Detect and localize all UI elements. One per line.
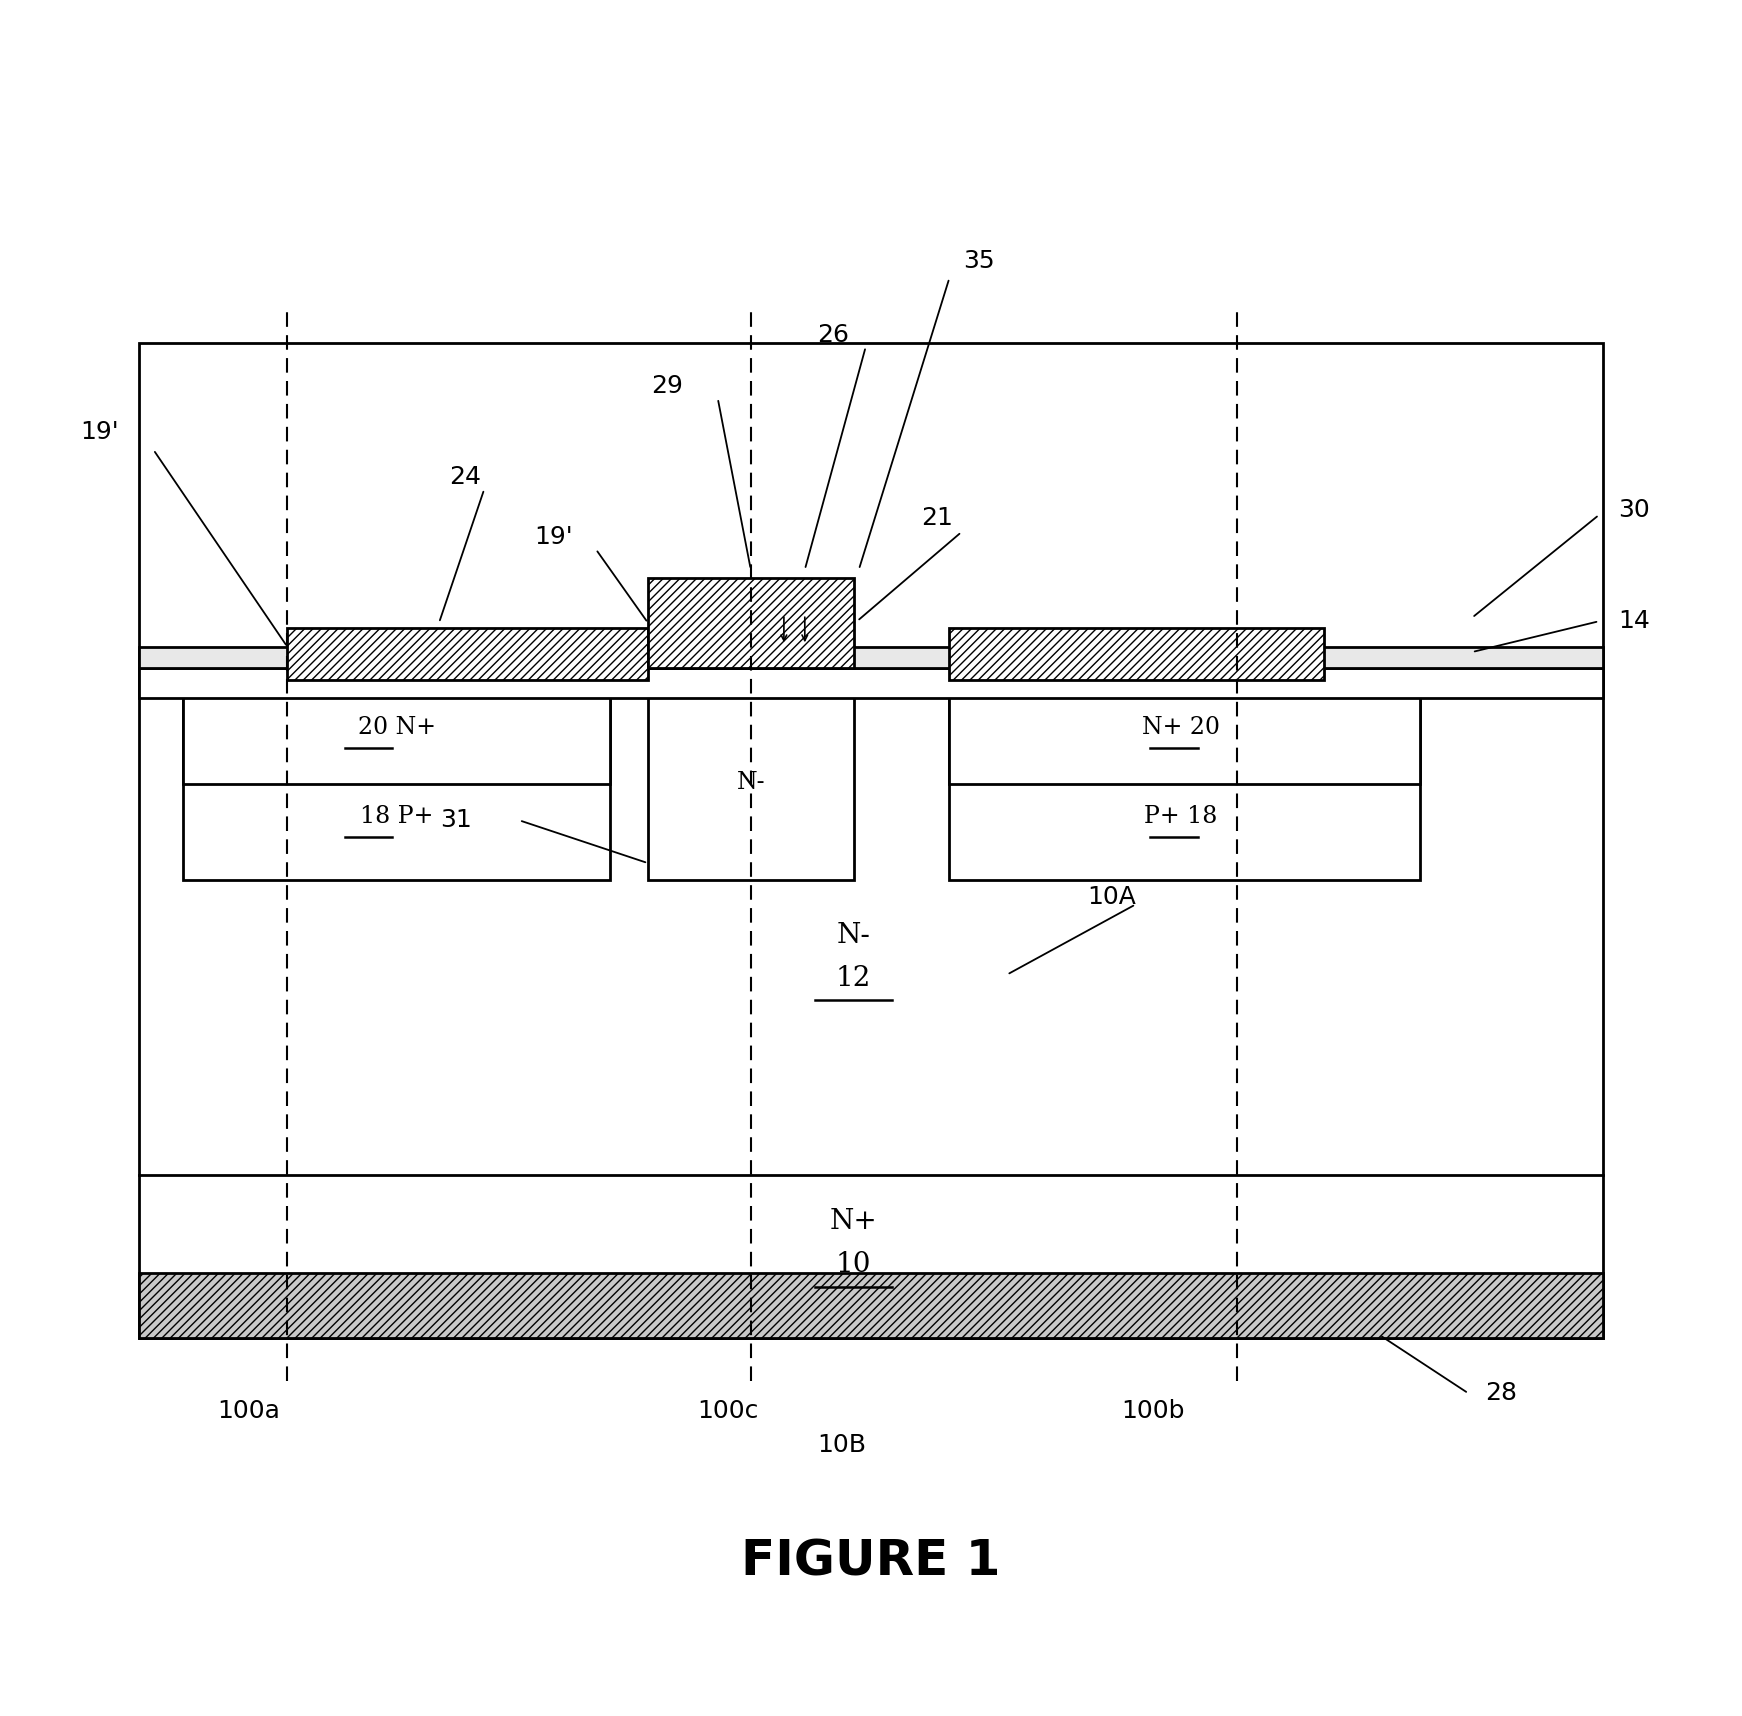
Text: 18 P+: 18 P+ xyxy=(361,805,434,829)
Text: 30: 30 xyxy=(1618,498,1650,522)
Text: 12: 12 xyxy=(836,964,871,992)
Text: 10B: 10B xyxy=(817,1433,866,1457)
Bar xyxy=(139,1273,1603,1338)
Bar xyxy=(287,628,648,680)
Text: N-: N- xyxy=(737,770,765,795)
Bar xyxy=(183,686,610,880)
Text: 100a: 100a xyxy=(218,1399,280,1423)
Text: 35: 35 xyxy=(963,249,995,273)
Bar xyxy=(949,686,1420,784)
Bar xyxy=(139,343,1603,1338)
Text: FIGURE 1: FIGURE 1 xyxy=(742,1538,1000,1586)
Text: 24: 24 xyxy=(449,465,481,489)
Text: 29: 29 xyxy=(652,374,683,398)
Text: 10: 10 xyxy=(836,1251,871,1278)
Text: 14: 14 xyxy=(1618,609,1650,633)
Text: 100c: 100c xyxy=(697,1399,760,1423)
Text: N-: N- xyxy=(836,921,871,949)
Bar xyxy=(648,578,854,668)
Bar xyxy=(949,686,1420,880)
Bar xyxy=(949,628,1324,680)
Text: 28: 28 xyxy=(1486,1381,1517,1405)
Text: N+ 20: N+ 20 xyxy=(1143,716,1219,740)
Bar xyxy=(183,686,610,784)
Text: 21: 21 xyxy=(922,506,953,530)
Text: 26: 26 xyxy=(817,323,848,347)
Text: 19': 19' xyxy=(80,420,118,444)
Text: N+: N+ xyxy=(829,1208,878,1236)
Text: P+ 18: P+ 18 xyxy=(1144,805,1218,829)
Text: 20 N+: 20 N+ xyxy=(359,716,436,740)
Text: 19': 19' xyxy=(535,525,573,549)
Bar xyxy=(139,647,1603,668)
Text: 100b: 100b xyxy=(1122,1399,1185,1423)
Bar xyxy=(648,662,854,880)
Text: 31: 31 xyxy=(441,808,472,832)
Bar xyxy=(139,668,1603,698)
Text: 10A: 10A xyxy=(1087,885,1136,909)
